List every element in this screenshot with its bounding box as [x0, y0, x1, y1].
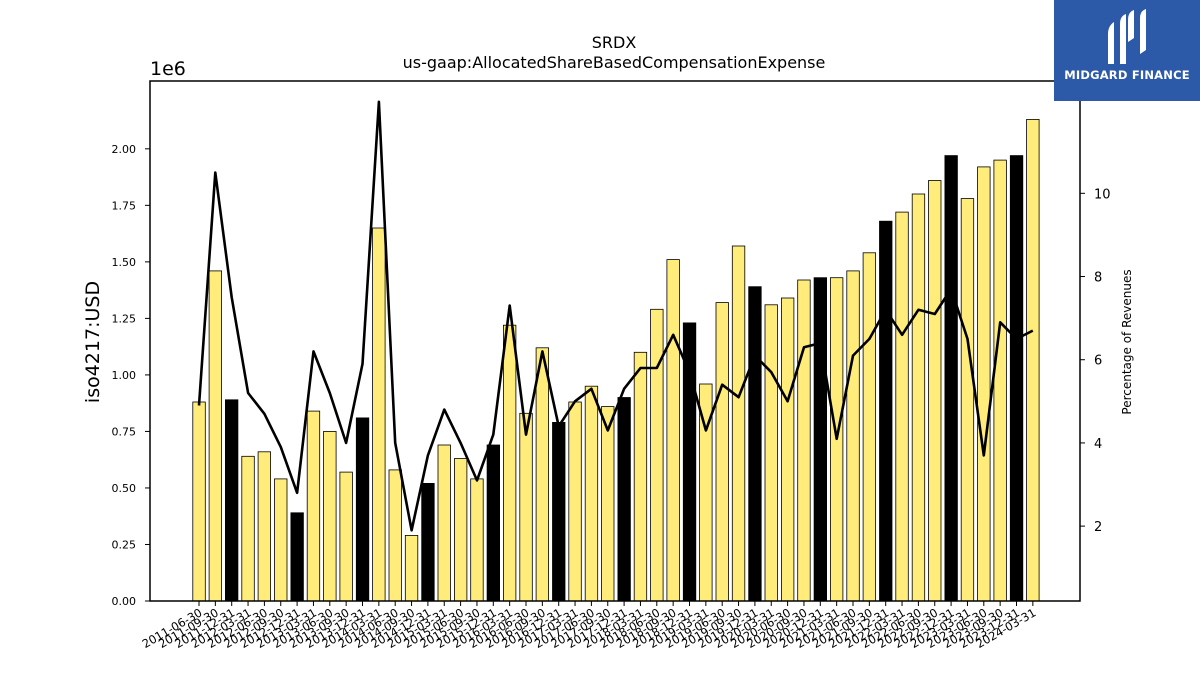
y-offset-label: 1e6	[150, 58, 186, 80]
bar	[584, 385, 599, 602]
y-axis-label: iso4217:USD	[82, 281, 104, 403]
y-axis-ticks: 0.00 0.25 0.50 0.75 1.00 1.25 1.50 1.75 2.00	[112, 143, 150, 608]
bar	[862, 252, 876, 602]
bar	[519, 412, 533, 602]
bar	[453, 458, 468, 602]
bar	[781, 297, 795, 602]
bar	[993, 159, 1007, 602]
bar	[633, 351, 648, 602]
y-tick-label: 1.50	[112, 256, 137, 269]
y-tick-label: 0.25	[112, 538, 137, 551]
bar	[404, 535, 419, 602]
bar	[666, 259, 680, 602]
bar	[257, 451, 272, 602]
percentage-line-series	[197, 100, 1034, 532]
y2-tick-label: 6	[1094, 354, 1102, 369]
x-axis-ticks: 2011-06-302011-09-302011-12-312012-03-31…	[140, 601, 1038, 651]
y-tick-label: 0.00	[112, 595, 137, 608]
bar-series	[192, 119, 1040, 602]
plot-frame	[149, 80, 1081, 602]
brand-name: MIDGARD FINANCE	[1064, 68, 1190, 82]
bar	[470, 478, 484, 602]
bar	[437, 444, 451, 602]
bar	[895, 211, 909, 602]
chart-title: SRDX	[592, 33, 637, 52]
bar	[290, 512, 304, 602]
bar	[1009, 155, 1024, 602]
bar	[764, 304, 778, 602]
bar	[846, 270, 860, 602]
bar	[977, 166, 991, 602]
bar	[208, 270, 223, 602]
y2-axis-ticks: 2 4 6 8 10	[1080, 187, 1111, 535]
y-tick-label: 1.75	[112, 199, 137, 212]
bar	[323, 430, 337, 602]
bar	[552, 421, 566, 602]
bar	[617, 397, 631, 602]
y2-tick-label: 2	[1094, 520, 1102, 535]
bar	[797, 279, 811, 602]
bar	[601, 406, 615, 602]
bar	[813, 277, 827, 602]
bar	[306, 410, 321, 602]
bar	[372, 227, 386, 602]
bar	[486, 444, 501, 602]
y2-axis-label: Percentage of Revenues	[1120, 269, 1134, 414]
bar	[388, 469, 402, 602]
y-tick-label: 1.00	[112, 369, 137, 382]
y-tick-label: 2.00	[112, 143, 137, 156]
bar	[274, 478, 288, 602]
bar	[502, 324, 517, 602]
bar	[568, 401, 582, 602]
bar	[748, 286, 762, 602]
bar	[241, 455, 255, 602]
brand-logo: MIDGARD FINANCE	[1054, 0, 1200, 101]
bar	[731, 245, 746, 602]
bar	[960, 198, 975, 602]
bar	[224, 399, 239, 602]
bar	[355, 417, 370, 602]
bar	[879, 220, 893, 602]
y-tick-label: 0.50	[112, 482, 137, 495]
bar	[650, 308, 664, 602]
bar	[1026, 119, 1040, 602]
y-tick-label: 0.75	[112, 425, 137, 438]
chart-subtitle: us-gaap:AllocatedShareBasedCompensationE…	[403, 53, 826, 72]
bar	[421, 482, 435, 602]
bar	[911, 193, 926, 602]
y2-tick-label: 10	[1094, 187, 1111, 202]
midgard-logo-icon	[1108, 9, 1146, 64]
bar	[944, 155, 958, 602]
y2-tick-label: 8	[1094, 271, 1102, 286]
bar	[715, 302, 729, 602]
bar	[535, 347, 549, 602]
percentage-line	[197, 100, 1034, 532]
bar	[339, 471, 353, 602]
y2-tick-label: 4	[1094, 437, 1102, 452]
y-tick-label: 1.25	[112, 312, 137, 325]
bar	[928, 180, 942, 602]
bar	[192, 401, 206, 602]
